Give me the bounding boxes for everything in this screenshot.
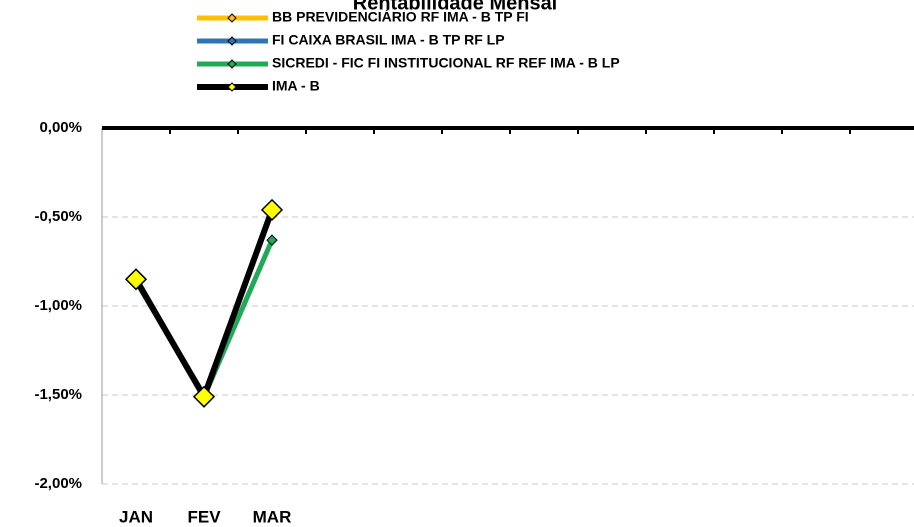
legend-label: FI CAIXA BRASIL IMA - B TP RF LP: [272, 32, 505, 48]
series-line: [133, 210, 275, 398]
legend-marker: [227, 59, 237, 69]
legend-label: IMA - B: [272, 78, 320, 94]
x-tick-label: JAN: [119, 507, 153, 526]
series-line: [133, 210, 275, 398]
chart-title: Rentabilidade Mensal: [353, 0, 558, 14]
x-tick-label: MAR: [253, 507, 292, 526]
legend-marker: [227, 13, 237, 23]
marker: [266, 234, 278, 246]
y-tick-label: -1,50%: [34, 386, 82, 403]
y-tick-label: -2,00%: [34, 475, 82, 492]
marker: [192, 385, 216, 408]
x-tick-label: FEV: [187, 507, 221, 526]
y-tick-label: 0,00%: [39, 119, 82, 136]
series-line: [133, 208, 275, 400]
y-tick-label: -0,50%: [34, 208, 82, 225]
y-tick-label: -1,00%: [34, 297, 82, 314]
legend-label: BB PREVIDENCIÁRIO RF IMA - B TP FI: [272, 9, 529, 25]
legend-marker: [227, 36, 237, 46]
marker: [124, 268, 148, 291]
legend-label: SICREDI - FIC FI INSTITUCIONAL RF REF IM…: [272, 55, 620, 71]
legend-marker: [227, 82, 237, 92]
marker: [260, 198, 284, 221]
